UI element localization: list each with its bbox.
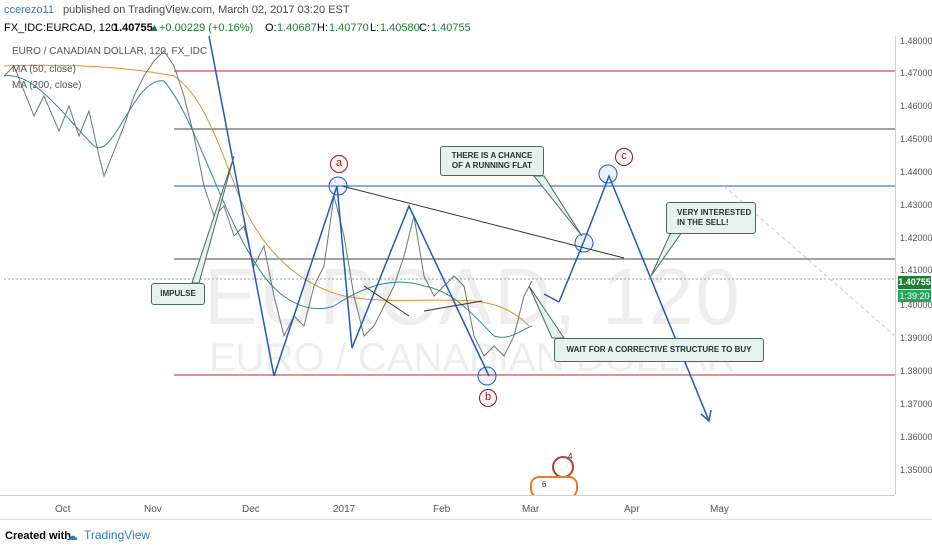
sell-callout[interactable]: VERY INTERESTED IN THE SELL! — [666, 202, 756, 234]
last-price: 1.40755 — [113, 22, 153, 34]
wave-a-circle — [328, 176, 348, 196]
ma50-legend[interactable]: MA (50, close) — [12, 64, 76, 75]
price-change: +0.00229 (+0.16%) — [159, 22, 254, 34]
time-tick: Feb — [433, 504, 451, 515]
ma200-legend[interactable]: MA (200, close) — [12, 80, 82, 91]
close-value: 1.40755 — [431, 22, 471, 34]
price-tick: 1.44000 — [900, 167, 932, 177]
bar-countdown-tag: 1:39:20 — [898, 290, 931, 302]
footer: Created with ☁ TradingView — [0, 519, 932, 551]
publish-header: ccerezo11 published on TradingView.com, … — [0, 0, 932, 20]
author-link[interactable]: ccerezo11 — [4, 4, 54, 16]
wave-c-label: c — [615, 148, 633, 166]
tradingview-brand-link[interactable]: TradingView — [84, 528, 151, 542]
price-tick: 1.37000 — [900, 399, 932, 409]
up-arrow-icon: ▲ — [149, 22, 160, 34]
low-value: 1.40580 — [380, 22, 420, 34]
micro-trendline-1 — [363, 285, 410, 317]
high-label: H: — [317, 22, 328, 34]
price-tick: 1.41000 — [900, 265, 932, 275]
price-tick: 1.36000 — [900, 432, 932, 442]
tradingview-logo-icon: ☁ — [66, 529, 78, 543]
price-tick: 1.42000 — [900, 233, 932, 243]
chart-pane[interactable]: EURCAD, 120 EURO / CANADIAN DOLLAR — [4, 36, 895, 495]
open-label: O: — [265, 22, 277, 34]
low-label: L: — [370, 22, 380, 34]
wave-b-circle — [477, 366, 497, 386]
wait-pointer — [528, 285, 565, 339]
sell-line-1: VERY INTERESTED — [677, 208, 752, 217]
dip-arrow — [543, 293, 560, 303]
running-flat-callout[interactable]: THERE IS A CHANCE OF A RUNNING FLAT — [440, 146, 544, 176]
running-flat-circle — [574, 233, 594, 253]
time-tick: Apr — [624, 504, 640, 515]
impulse-callout[interactable]: IMPULSE — [151, 283, 205, 305]
sell-pointer — [650, 231, 683, 277]
running-flat-pointer — [532, 175, 583, 237]
close-label: C: — [419, 22, 430, 34]
publish-info: published on TradingView.com, March 02, … — [63, 4, 350, 16]
price-tick: 1.46000 — [900, 101, 932, 111]
impulse-wave-line — [208, 36, 275, 377]
time-tick: Oct — [55, 504, 71, 515]
micro-trendline-2 — [423, 300, 483, 312]
time-tick: Nov — [144, 504, 162, 515]
price-tick: 1.35000 — [900, 465, 932, 475]
time-axis[interactable]: Oct Nov Dec 2017 Feb Mar Apr May — [0, 495, 895, 520]
wait-callout[interactable]: WAIT FOR A CORRECTIVE STRUCTURE TO BUY — [554, 338, 764, 362]
price-axis[interactable]: 1.48000 1.47000 1.46000 1.45000 1.44000 … — [895, 36, 932, 495]
projection-path — [558, 173, 710, 422]
impulse-pointer — [191, 155, 235, 284]
event-count-4: 4 — [568, 452, 573, 461]
time-tick: Dec — [242, 504, 260, 515]
event-count-6: 6 — [542, 480, 547, 489]
price-tick: 1.45000 — [900, 134, 932, 144]
symbol-info-bar: FX_IDC:EURCAD, 120 1.40755 ▲ +0.00229 (+… — [0, 20, 895, 36]
current-price-tag: 1.40755 — [898, 276, 931, 289]
price-tick: 1.48000 — [900, 36, 932, 46]
event-flag-icon[interactable]: 4 — [552, 452, 574, 478]
event-cluster-icon[interactable]: 6 — [530, 476, 578, 495]
triangle-upper-trendline — [341, 185, 625, 259]
wave-a-label: a — [330, 155, 348, 173]
ma50-line — [4, 75, 533, 338]
price-series — [4, 50, 533, 357]
wave-b-label: b — [479, 389, 497, 407]
running-flat-line-2: OF A RUNNING FLAT — [451, 161, 533, 170]
price-tick: 1.47000 — [900, 68, 932, 78]
projection-arrow-head — [700, 409, 712, 423]
symbol-label[interactable]: FX_IDC:EURCAD, 120 — [4, 22, 118, 34]
price-tick: 1.43000 — [900, 200, 932, 210]
time-tick: May — [710, 504, 729, 515]
time-tick: Mar — [522, 504, 540, 515]
price-tick: 1.39000 — [900, 333, 932, 343]
abc-wave-lines — [273, 185, 490, 377]
created-with-label: Created with — [5, 530, 72, 542]
chart-drawing-layer — [4, 36, 895, 423]
series-legend-title[interactable]: EURO / CANADIAN DOLLAR, 120, FX_IDC — [12, 46, 208, 57]
wave-c-circle — [598, 164, 618, 184]
high-value: 1.40770 — [329, 22, 369, 34]
sell-line-2: IN THE SELL! — [677, 218, 729, 227]
price-tick: 1.40000 — [900, 300, 932, 310]
time-tick: 2017 — [333, 504, 356, 515]
open-value: 1.40687 — [277, 22, 317, 34]
price-tick: 1.38000 — [900, 366, 932, 376]
running-flat-line-1: THERE IS A CHANCE — [451, 151, 533, 160]
ma200-line — [4, 64, 530, 327]
